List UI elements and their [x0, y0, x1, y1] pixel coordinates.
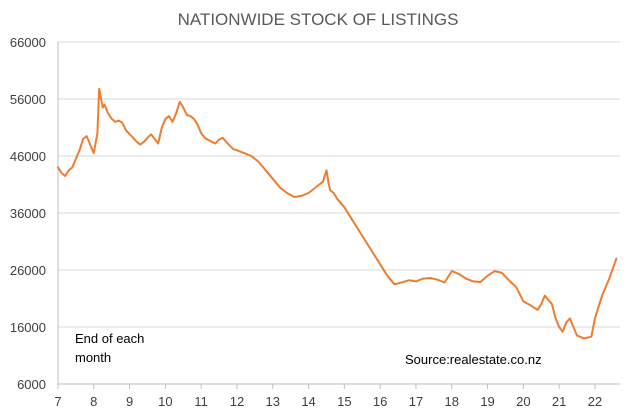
axes — [57, 42, 620, 389]
x-tick-label: 17 — [409, 394, 423, 409]
chart-title: NATIONWIDE STOCK OF LISTINGS — [178, 10, 459, 29]
x-tick-label: 21 — [552, 394, 566, 409]
y-axis-tick-labels: 6000 16000 26000 36000 46000 56000 66000 — [10, 35, 46, 392]
x-tick-label: 7 — [54, 394, 61, 409]
x-tick-label: 10 — [158, 394, 172, 409]
y-tick-label: 6000 — [17, 377, 46, 392]
x-tick-label: 20 — [516, 394, 530, 409]
x-tick-label: 15 — [337, 394, 351, 409]
x-tick-label: 16 — [373, 394, 387, 409]
y-tick-label: 36000 — [10, 206, 46, 221]
x-tick-label: 13 — [266, 394, 280, 409]
x-tick-label: 12 — [230, 394, 244, 409]
y-tick-label: 16000 — [10, 320, 46, 335]
x-tick-label: 18 — [445, 394, 459, 409]
x-tick-label: 14 — [301, 394, 315, 409]
series-line-0 — [57, 87, 618, 340]
x-tick-label: 22 — [588, 394, 602, 409]
y-tick-label: 26000 — [10, 263, 46, 278]
annotation-source: Source:realestate.co.nz — [405, 352, 542, 367]
y-tick-label: 46000 — [10, 149, 46, 164]
y-tick-label: 56000 — [10, 92, 46, 107]
x-tick-label: 11 — [194, 394, 208, 409]
gridlines — [58, 41, 620, 328]
series-layer — [57, 87, 618, 340]
y-tick-label: 66000 — [10, 35, 46, 50]
annotation-end-of-month-line-1: End of each — [75, 331, 144, 346]
x-tick-label: 9 — [126, 394, 133, 409]
x-axis-tick-labels: 7 8 9 10 11 12 13 14 15 16 17 18 19 20 21 22 — [54, 394, 602, 409]
x-tick-label: 8 — [90, 394, 97, 409]
annotation-end-of-month-line-2: month — [75, 350, 111, 365]
x-tick-label: 19 — [480, 394, 494, 409]
